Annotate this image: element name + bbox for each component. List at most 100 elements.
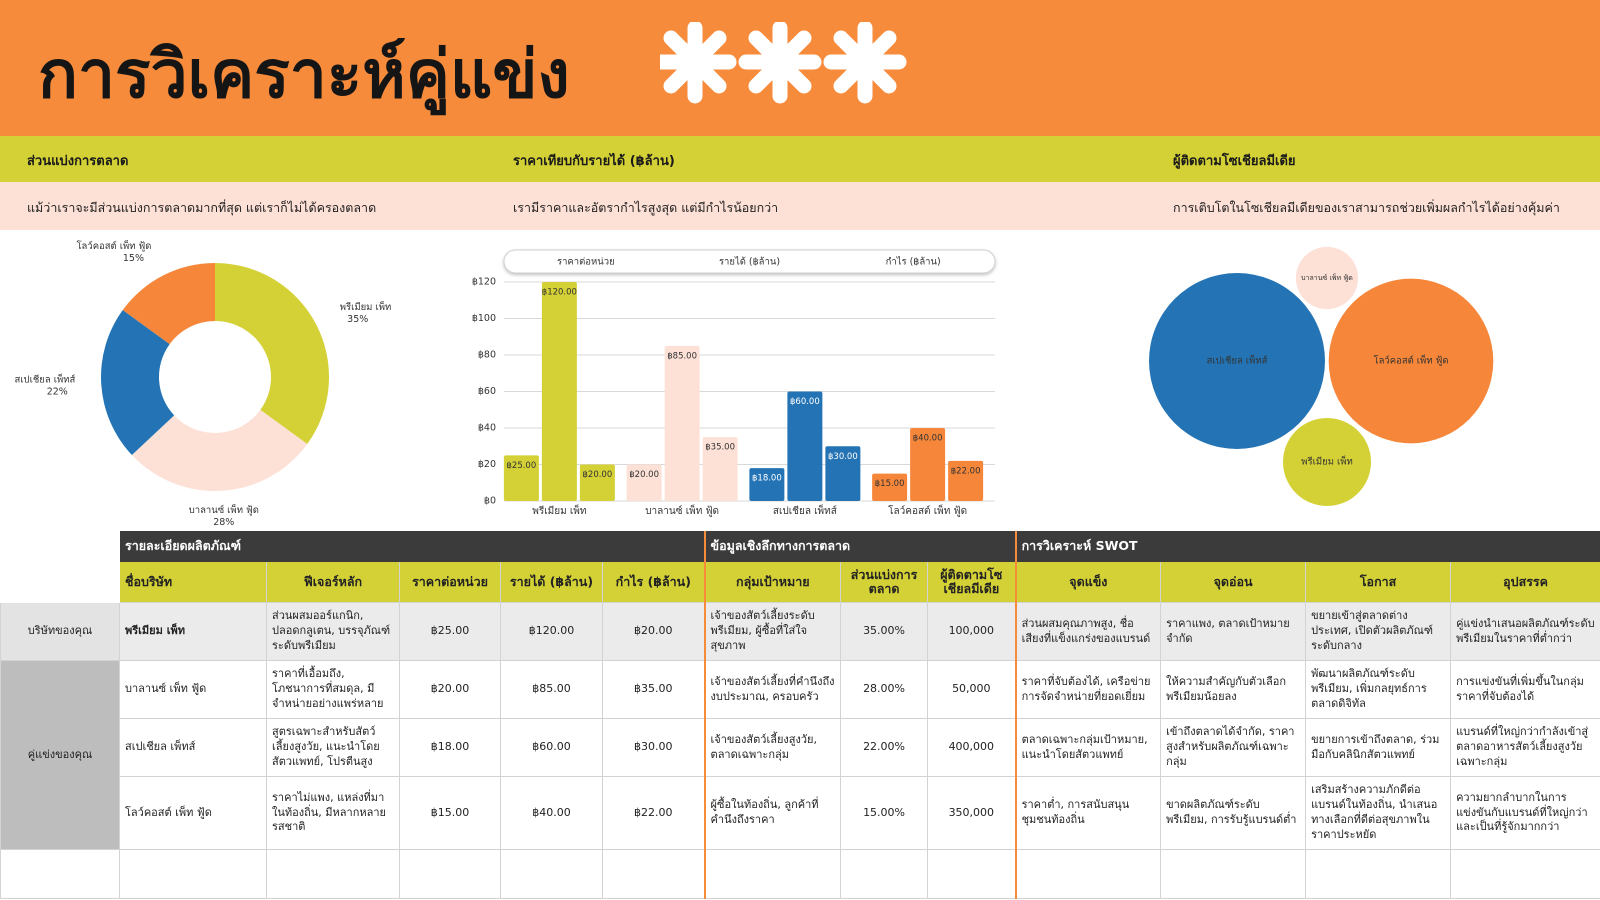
empty-cell bbox=[1450, 849, 1600, 899]
table-cell: ราคาแพง, ตลาดเป้าหมายจำกัด bbox=[1160, 602, 1307, 661]
empty-cell bbox=[399, 849, 501, 899]
page-title: การวิเคราะห์คู่แข่ง bbox=[38, 36, 570, 113]
table-cell: ฿22.00 bbox=[601, 776, 706, 850]
column-header: ฟีเจอร์หลัก bbox=[266, 561, 400, 603]
table-cell: ฿35.00 bbox=[601, 660, 706, 719]
bar-value-label: ฿15.00 bbox=[875, 479, 905, 489]
column-header: โอกาส bbox=[1305, 561, 1452, 603]
group-header-row: รายละเอียดผลิตภัณฑ์ ข้อมูลเชิงลึกทางการตล… bbox=[0, 531, 1600, 562]
table-cell: 22.00% bbox=[840, 718, 929, 777]
bar bbox=[626, 464, 662, 501]
bar bbox=[541, 282, 577, 501]
table-cell: ผู้ซื้อในท้องถิ่น, ลูกค้าที่คำนึงถึงราคา bbox=[703, 776, 842, 850]
bar bbox=[702, 437, 738, 501]
empty-cell bbox=[927, 849, 1017, 899]
slice-label: พรีเมียม เพ็ท bbox=[340, 300, 392, 313]
y-tick-label: ฿20 bbox=[478, 459, 496, 470]
column-header: รายได้ (฿ล้าน) bbox=[500, 561, 603, 603]
column-header: ชื่อบริษัท bbox=[119, 561, 267, 603]
table-cell: ฿18.00 bbox=[399, 718, 501, 777]
bar bbox=[579, 464, 615, 501]
table-cell: 15.00% bbox=[840, 776, 929, 850]
empty-cell bbox=[119, 849, 267, 899]
table-cell: ส่วนผสมคุณภาพสูง, ชื่อเสียงที่แข็งแกร่งข… bbox=[1014, 602, 1162, 661]
bar bbox=[749, 468, 785, 501]
blank-cell bbox=[0, 531, 120, 562]
bar-value-label: ฿20.00 bbox=[583, 470, 613, 480]
bubble bbox=[1328, 278, 1494, 444]
y-tick-label: ฿100 bbox=[472, 313, 496, 324]
bubble bbox=[1295, 246, 1359, 310]
table-cell: แบรนด์ที่ใหญ่กว่ากำลังเข้าสู่ตลาดอาหารสั… bbox=[1450, 718, 1600, 777]
bar bbox=[825, 446, 861, 501]
table-cell: บาลานซ์ เพ็ท ฟู้ด bbox=[119, 660, 267, 719]
table-row: โลว์คอสต์ เพ็ท ฟู้ด ราคาไม่แพง, แหล่งที่ม… bbox=[1, 776, 1600, 850]
bar bbox=[787, 391, 823, 501]
slice-value-label: 35% bbox=[347, 314, 368, 325]
star bbox=[823, 22, 907, 104]
empty-cell bbox=[500, 849, 603, 899]
table-row: คู่แข่งของคุณ บาลานซ์ เพ็ท ฟู้ด ราคาที่เอื… bbox=[0, 660, 1600, 850]
table-cell: ฿15.00 bbox=[399, 776, 501, 850]
table-cell: 100,000 bbox=[927, 602, 1017, 661]
table-cell: สเปเชียล เพ็ทส์ bbox=[119, 718, 267, 777]
table-row: บริษัทของคุณ พรีเมียม เพ็ท ส่วนผสมออร์แกนิ… bbox=[0, 602, 1600, 661]
bar-value-label: ฿85.00 bbox=[667, 351, 697, 361]
empty-cell bbox=[840, 849, 929, 899]
empty-cell bbox=[1160, 849, 1307, 899]
section-subtitle: เรามีราคาและอัตรากำไรสูงสุด แต่มีกำไรน้อ… bbox=[513, 200, 779, 215]
section-subtitle-bar bbox=[0, 182, 1600, 230]
table-cell: ความยากลำบากในการแข่งขันกับแบรนด์ที่ใหญ่… bbox=[1450, 776, 1600, 850]
charts: พรีเมียม เพ็ท35%บาลานซ์ เพ็ท ฟู้ด28%สเปเ… bbox=[15, 239, 1494, 528]
table-cell: สูตรเฉพาะสำหรับสัตว์เลี้ยงสูงวัย, แนะนำโ… bbox=[266, 718, 400, 777]
empty-row bbox=[0, 849, 1600, 899]
table-cell: 28.00% bbox=[840, 660, 929, 719]
empty-cell bbox=[266, 849, 400, 899]
table-cell: ขยายการเข้าถึงตลาด, ร่วมมือกับคลินิกสัตว… bbox=[1305, 718, 1452, 777]
table-cell: เจ้าของสัตว์เลี้ยงระดับพรีเมียม, ผู้ซื้อ… bbox=[703, 602, 842, 661]
section-title: ราคาเทียบกับรายได้ (฿ล้าน) bbox=[513, 154, 675, 169]
y-tick-label: ฿60 bbox=[478, 386, 496, 397]
table-cell: ขยายเข้าสู่ตลาดต่างประเทศ, เปิดตัวผลิตภั… bbox=[1305, 602, 1452, 661]
blank-cell bbox=[0, 561, 120, 603]
section-title: ส่วนแบ่งการตลาด bbox=[27, 154, 129, 169]
slice-label: โลว์คอสต์ เพ็ท ฟู้ด bbox=[76, 239, 151, 252]
section-title: ผู้ติดตามโซเชียลมีเดีย bbox=[1173, 154, 1296, 169]
empty-cell bbox=[1305, 849, 1452, 899]
bar-value-label: ฿35.00 bbox=[705, 443, 735, 453]
bubble-label: สเปเชียล เพ็ทส์ bbox=[1207, 354, 1268, 367]
table-cell: ฿85.00 bbox=[500, 660, 603, 719]
bar-value-label: ฿40.00 bbox=[913, 434, 943, 444]
bar bbox=[664, 345, 700, 501]
empty-cell bbox=[601, 849, 706, 899]
bar bbox=[948, 460, 984, 501]
group-header: ข้อมูลเชิงลึกทางการตลาด bbox=[703, 531, 1017, 562]
table-cell: ราคาที่จับต้องได้, เครือข่ายการจัดจำหน่า… bbox=[1014, 660, 1162, 719]
x-tick-label: สเปเชียล เพ็ทส์ bbox=[773, 503, 837, 517]
column-header: กำไร (฿ล้าน) bbox=[601, 561, 706, 603]
empty-cell bbox=[0, 849, 120, 899]
bar-value-label: ฿18.00 bbox=[752, 474, 782, 484]
table-cell: การแข่งขันที่เพิ่มขึ้นในกลุ่มราคาที่จับต… bbox=[1450, 660, 1600, 719]
bar bbox=[872, 473, 908, 501]
bar-value-label: ฿22.00 bbox=[951, 466, 981, 476]
slice-value-label: 28% bbox=[213, 517, 234, 528]
table-cell: ขาดผลิตภัณฑ์ระดับพรีเมียม, การรับรู้แบรน… bbox=[1160, 776, 1307, 850]
bar-value-label: ฿120.00 bbox=[542, 288, 577, 298]
column-header: อุปสรรค bbox=[1450, 561, 1600, 603]
legend-label: กำไร (฿ล้าน) bbox=[886, 256, 941, 268]
bar bbox=[910, 428, 946, 501]
bubble-label: บาลานซ์ เพ็ท ฟู้ด bbox=[1301, 273, 1353, 282]
column-header: ส่วนแบ่งการตลาด bbox=[840, 561, 929, 603]
slice-value-label: 22% bbox=[47, 386, 68, 397]
column-header: จุดแข็ง bbox=[1014, 561, 1162, 603]
table-cell: ราคาไม่แพง, แหล่งที่มาในท้องถิ่น, มีหลาก… bbox=[266, 776, 400, 850]
group-header: การวิเคราะห์ SWOT bbox=[1014, 531, 1600, 562]
decoration bbox=[660, 22, 907, 104]
column-header: ราคาต่อหน่วย bbox=[399, 561, 501, 603]
x-tick-label: พรีเมียม เพ็ท bbox=[532, 503, 586, 517]
group-header: รายละเอียดผลิตภัณฑ์ bbox=[118, 531, 706, 562]
